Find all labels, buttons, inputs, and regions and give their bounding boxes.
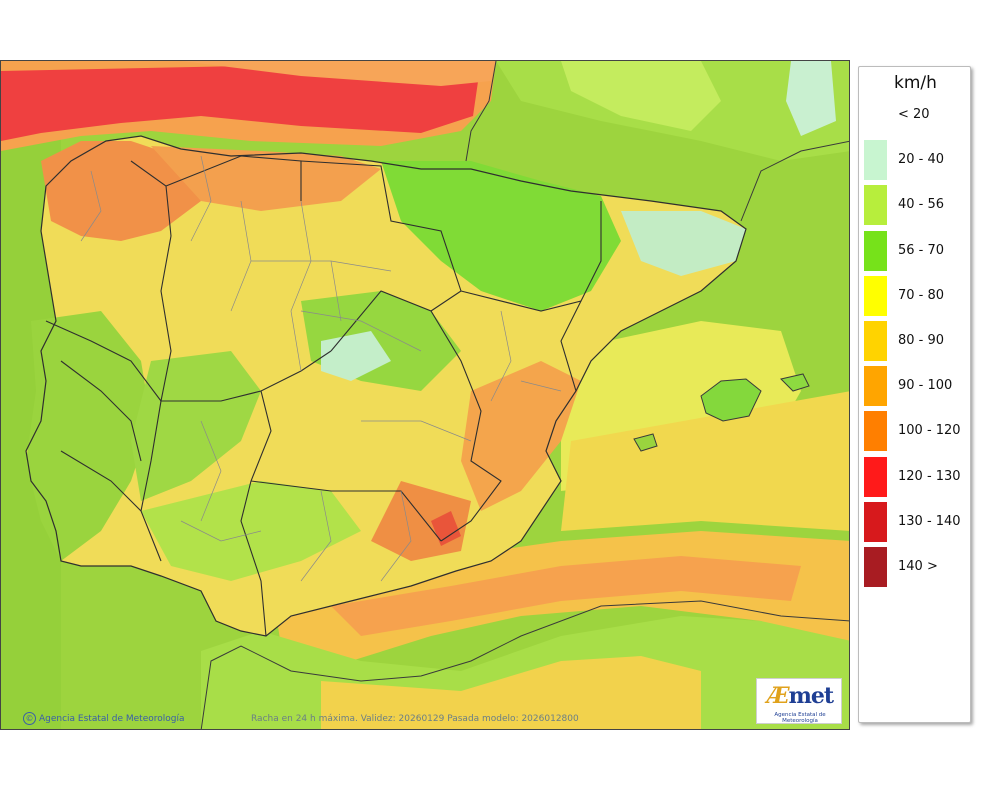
central-cyan [321,331,391,381]
legend-swatch [864,456,887,497]
legend-label: < 20 [898,107,930,122]
france-med-coast [740,140,849,222]
aemet-logo-subtitle: Agencia Estatal de Meteorología [774,712,826,724]
biscay-orange-top [181,61,496,86]
legend-label: 40 - 56 [898,197,945,213]
legend-label: 80 - 90 [898,333,945,348]
andalucia-green [141,481,361,581]
france-light [561,61,721,131]
legend-label: 130 - 140 [898,513,961,529]
legend-row: 56 - 70 [864,230,969,271]
africa-coastline [200,600,849,729]
legend-row: < 20 [864,95,969,135]
catalonia-cyan [621,211,746,276]
legend-swatch [864,366,887,407]
province-borders [80,155,562,582]
legend-label: 100 - 120 [898,423,961,439]
aemet-logo-ae: Æ [766,683,790,709]
legend-swatch [864,275,887,316]
legend-label: 120 - 130 [898,468,961,484]
copyright-icon: © [23,712,36,725]
biscay-red-band [1,61,481,141]
wind-speed-legend: km/h < 20 20 - 40 40 - 56 56 - 70 70 - 80 80 … [858,66,971,723]
legend-label: 20 - 40 [898,152,945,168]
legend-row: 120 - 130 [864,456,969,497]
aemet-logo-word: Æmet [757,683,843,709]
wind-gust-map: © Agencia Estatal de Meteorología Racha … [0,60,850,730]
legend-label: 90 - 100 [898,378,953,394]
legend-row: 40 - 56 [864,185,969,226]
france-atlantic-coast [465,61,497,162]
africa-yellow [321,656,701,729]
wind-gust-map-canvas [1,61,849,729]
med-orange-band [331,556,801,636]
legend-row: 100 - 120 [864,411,969,452]
legend-swatch [864,95,887,135]
legend-row: 80 - 90 [864,321,969,361]
legend-title: km/h [894,73,937,93]
alps-cyan [786,61,836,136]
legend-row: 20 - 40 [864,140,969,181]
levante-orange [461,361,581,511]
legend-swatch [864,501,887,542]
legend-row: 70 - 80 [864,275,969,316]
legend-swatch [864,140,887,181]
legend-label: 70 - 80 [898,287,945,303]
ibiza [633,433,658,452]
legend-swatch [864,547,887,587]
regional-borders [45,155,602,637]
mallorca [700,378,762,422]
legend-row: 140 > [864,547,969,587]
galicia-orange [41,141,201,241]
aemet-logo: Æmet Agencia Estatal de Meteorología [756,678,842,724]
ebro-pyrenees-green [381,161,621,311]
agency-credit: Agencia Estatal de Meteorología [39,714,185,724]
peninsula-coastline [25,135,747,637]
validity-caption: Racha en 24 h máxima. Validez: 20260129 … [251,714,579,724]
legend-row: 90 - 100 [864,366,969,407]
legend-swatch [864,321,887,361]
legend-swatch [864,411,887,452]
legend-swatch [864,230,887,271]
legend-label: 140 > [898,559,938,574]
legend-swatch [864,185,887,226]
legend-label: 56 - 70 [898,242,945,258]
south-balearic [561,391,849,531]
legend-row: 130 - 140 [864,501,969,542]
portugal-green [26,311,151,561]
menorca [780,373,810,392]
aemet-logo-met: met [788,683,834,709]
